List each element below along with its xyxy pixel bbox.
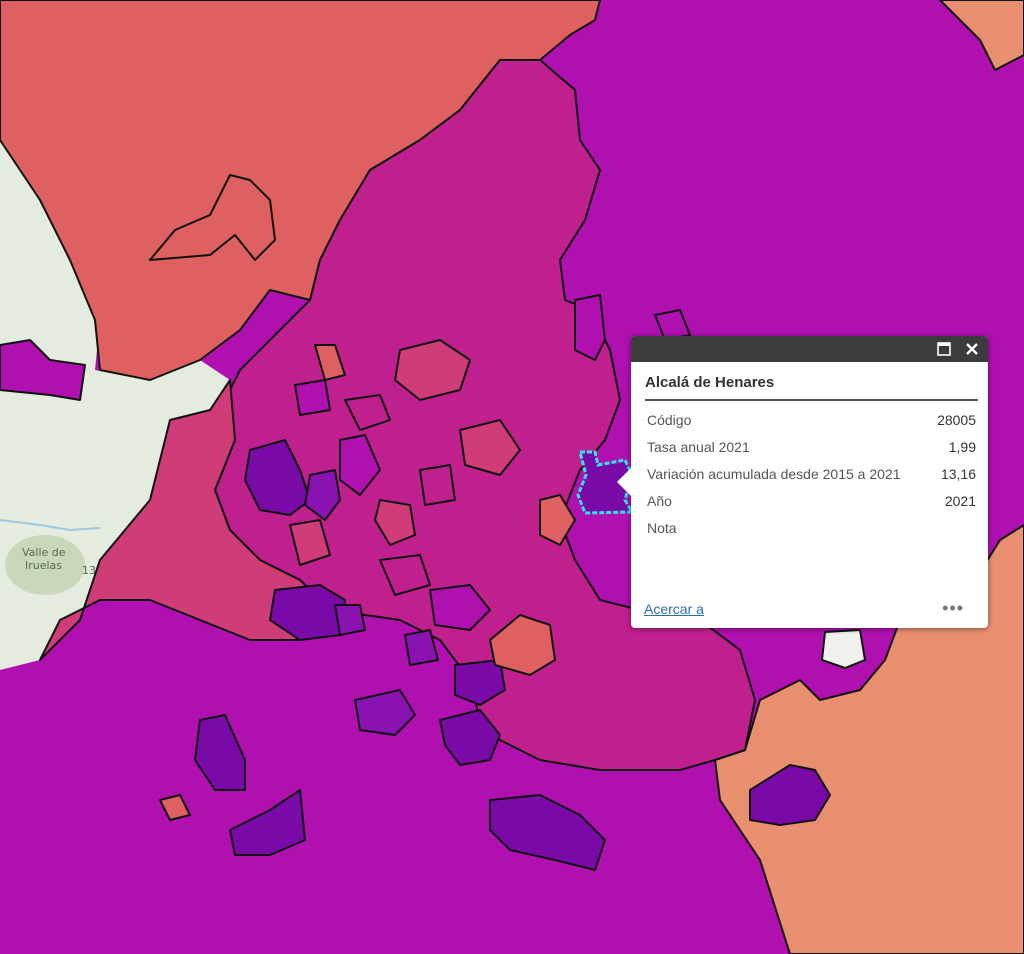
muni-violet-4[interactable] xyxy=(334,604,366,636)
region-violet-east[interactable] xyxy=(749,764,831,826)
muni-rose-4[interactable] xyxy=(459,419,521,476)
muni-violet-7[interactable] xyxy=(354,689,416,736)
feature-popup: Alcalá de Henares Código 28005 Tasa anua… xyxy=(617,336,988,628)
muni-purple-west[interactable] xyxy=(0,339,86,401)
more-options-icon[interactable]: ••• xyxy=(942,598,964,618)
popup-header xyxy=(631,336,988,362)
field-value: 2021 xyxy=(944,493,976,509)
field-label: Nota xyxy=(647,520,677,536)
field-label: Año xyxy=(647,493,672,509)
zoom-to-link[interactable]: Acercar a xyxy=(644,601,704,617)
field-value: 28005 xyxy=(937,412,976,428)
field-label: Variación acumulada desde 2015 a 2021 xyxy=(647,466,901,482)
muni-purple-1[interactable] xyxy=(339,434,381,496)
muni-salmon-1[interactable] xyxy=(489,614,556,676)
close-icon[interactable] xyxy=(962,339,982,359)
muni-violet-8[interactable] xyxy=(194,714,246,791)
muni-purple-east-1[interactable] xyxy=(574,294,606,361)
muni-violet-6[interactable] xyxy=(439,709,501,766)
field-label: Código xyxy=(647,412,692,428)
muni-purple-east-2[interactable] xyxy=(654,309,691,341)
popup-footer: Acercar a ••• xyxy=(644,598,966,621)
muni-rose-3[interactable] xyxy=(394,339,471,401)
muni-violet-10[interactable] xyxy=(489,794,606,871)
muni-rose-1[interactable] xyxy=(374,499,416,546)
field-value xyxy=(919,518,978,545)
basemap-label-road: 13 xyxy=(82,564,96,577)
muni-purple-2[interactable] xyxy=(429,584,491,631)
muni-violet-11[interactable] xyxy=(404,629,439,666)
table-row: Código 28005 xyxy=(645,410,978,437)
muni-salmon-4[interactable] xyxy=(159,794,191,821)
table-row: Variación acumulada desde 2015 a 2021 13… xyxy=(645,464,978,491)
field-label: Tasa anual 2021 xyxy=(647,439,750,455)
selected-alcala-de-henares[interactable] xyxy=(576,450,635,515)
muni-violet-9[interactable] xyxy=(229,789,306,856)
table-row: Año 2021 xyxy=(645,491,978,518)
muni-salmon-3[interactable] xyxy=(314,344,346,381)
muni-rose-2[interactable] xyxy=(289,519,331,566)
region-salmon-inner[interactable] xyxy=(149,174,276,261)
muni-salmon-2[interactable] xyxy=(539,494,576,546)
basemap-forest xyxy=(5,535,85,595)
field-value: 13,16 xyxy=(940,466,976,482)
muni-violet-5[interactable] xyxy=(454,659,506,706)
muni-magenta-3[interactable] xyxy=(379,554,431,596)
muni-magenta-1[interactable] xyxy=(344,394,391,431)
muni-magenta-2[interactable] xyxy=(419,464,456,506)
maximize-icon[interactable] xyxy=(934,339,954,359)
muni-violet-2[interactable] xyxy=(304,469,341,521)
popup-pointer xyxy=(617,468,631,496)
basemap-terrain-right xyxy=(820,628,867,670)
field-value: 1,99 xyxy=(948,439,976,455)
table-row: Nota xyxy=(645,518,978,545)
muni-violet-1[interactable] xyxy=(244,439,311,516)
muni-purple-3[interactable] xyxy=(294,379,331,416)
popup-attribute-table: Código 28005 Tasa anual 2021 1,99 Variac… xyxy=(645,410,978,545)
basemap-label-iruelas: Iruelas xyxy=(25,559,62,572)
region-peach-northeast[interactable] xyxy=(939,0,1024,71)
table-row: Tasa anual 2021 1,99 xyxy=(645,437,978,464)
basemap-river xyxy=(0,519,101,532)
basemap-label-valle: Valle de xyxy=(22,546,66,559)
popup-title: Alcalá de Henares xyxy=(645,374,978,401)
